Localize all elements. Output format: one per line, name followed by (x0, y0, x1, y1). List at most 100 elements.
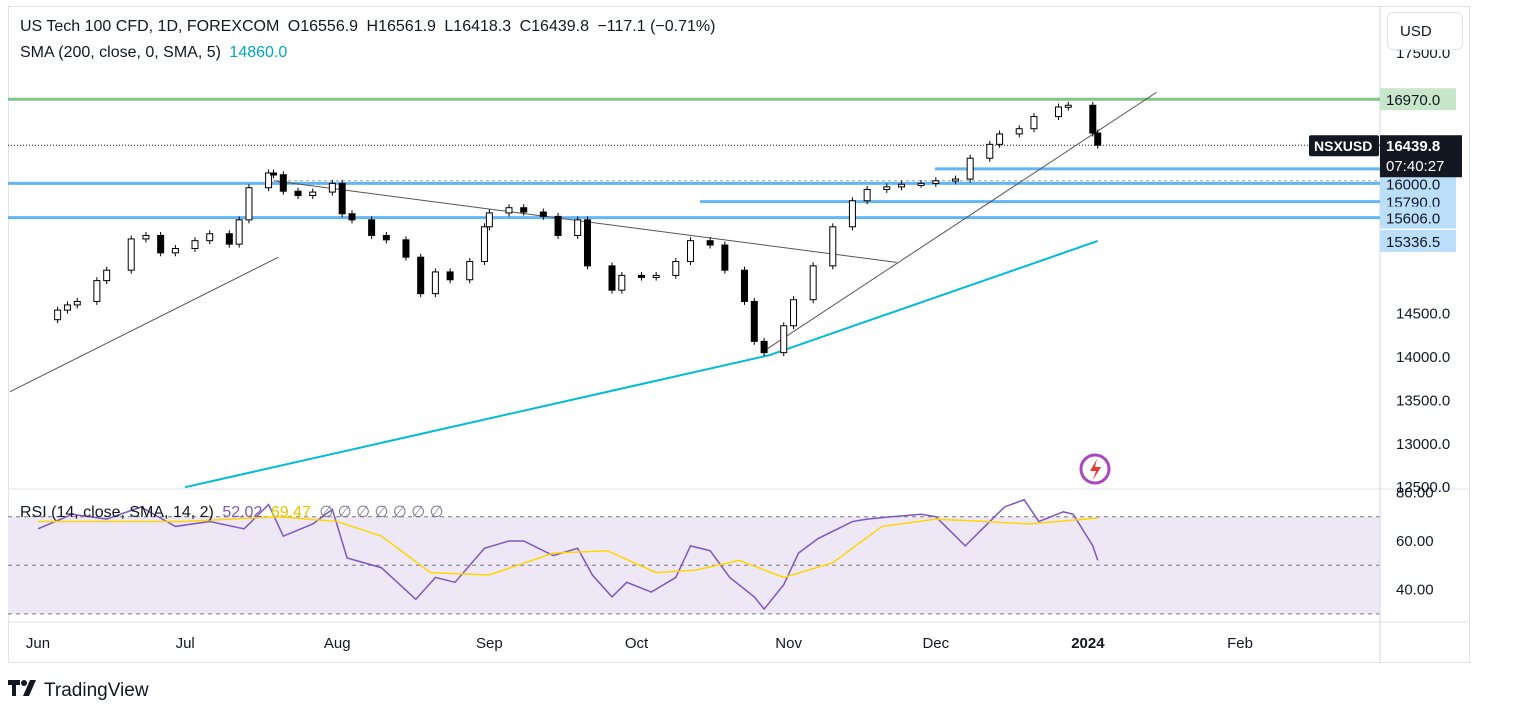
time-axis-tick-Aug: Aug (324, 635, 351, 652)
symbol-title[interactable]: US Tech 100 CFD, 1D, FOREXCOM (20, 18, 280, 35)
candle[interactable] (917, 182, 925, 186)
candle[interactable] (269, 172, 277, 176)
brand-label: TradingView (44, 680, 149, 701)
currency-button[interactable]: USD (1387, 12, 1463, 50)
currency-label: USD (1400, 22, 1432, 40)
candle[interactable] (171, 248, 179, 254)
candle[interactable] (235, 219, 243, 245)
candle[interactable] (672, 261, 680, 276)
trendline-support-2[interactable] (763, 91, 1157, 352)
candle[interactable] (382, 234, 390, 241)
rsi-legend[interactable]: RSI (14, close, SMA, 14, 2) 52.02 69.47 … (20, 502, 448, 522)
rsi-legend-empties: ∅ ∅ ∅ ∅ ∅ ∅ ∅ (319, 504, 444, 521)
candle[interactable] (446, 271, 454, 281)
candle[interactable] (466, 261, 474, 281)
rsi-band (8, 516, 1380, 614)
candle[interactable] (225, 233, 233, 245)
rsi-line[interactable] (37, 498, 1099, 611)
candle[interactable] (520, 207, 528, 213)
sma-200-line[interactable] (184, 240, 1099, 489)
candle[interactable] (932, 180, 940, 184)
candle[interactable] (417, 256, 425, 295)
candle[interactable] (760, 340, 768, 354)
last-price-value: 16439.8 (1386, 138, 1440, 155)
symbol-badge-bg (1309, 135, 1379, 157)
level-label-bg (1380, 88, 1456, 111)
candle[interactable] (750, 300, 758, 342)
candle[interactable] (63, 304, 71, 311)
candle[interactable] (265, 172, 273, 189)
candle[interactable] (245, 187, 253, 221)
candle[interactable] (1089, 104, 1097, 134)
tradingview-branding[interactable]: TradingView (8, 680, 149, 702)
candle[interactable] (883, 186, 891, 190)
candle[interactable] (1054, 106, 1062, 118)
candle[interactable] (951, 178, 959, 182)
candle[interactable] (1015, 128, 1023, 135)
candle[interactable] (637, 274, 645, 278)
candle[interactable] (848, 200, 856, 228)
candle[interactable] (279, 174, 287, 192)
candle[interactable] (338, 182, 346, 215)
candle[interactable] (505, 207, 513, 214)
candle[interactable] (431, 271, 439, 295)
candle[interactable] (294, 190, 302, 197)
low-value: 16418.3 (453, 18, 512, 35)
rsi-ma-legend-value: 69.47 (270, 504, 311, 521)
candle[interactable] (966, 157, 974, 180)
candle[interactable] (328, 182, 336, 193)
candle[interactable] (73, 300, 81, 306)
candle[interactable] (191, 240, 199, 250)
candle[interactable] (309, 191, 317, 197)
candle[interactable] (706, 240, 714, 246)
rsi-ma-line[interactable] (38, 515, 1098, 579)
candle[interactable] (127, 238, 135, 271)
price-axis-tick: 12500.0 (1396, 479, 1450, 496)
time-axis-tick-Dec: Dec (922, 635, 949, 652)
candle[interactable] (986, 143, 994, 159)
candle[interactable] (618, 274, 626, 291)
candle[interactable] (1030, 116, 1038, 130)
candle[interactable] (539, 211, 547, 217)
price-axis-tick: 13500.0 (1396, 392, 1450, 409)
candle[interactable] (206, 233, 214, 242)
candle[interactable] (402, 239, 410, 258)
candle[interactable] (1064, 104, 1072, 108)
candle[interactable] (157, 234, 165, 254)
lightning-icon[interactable] (1079, 453, 1111, 485)
candle[interactable] (829, 226, 837, 267)
candle[interactable] (721, 244, 729, 271)
candle[interactable] (485, 212, 493, 228)
candle[interactable] (809, 265, 817, 301)
rsi-legend-value: 52.02 (222, 504, 263, 521)
candle[interactable] (348, 213, 356, 221)
candle[interactable] (780, 325, 788, 354)
candle[interactable] (583, 219, 591, 267)
candle[interactable] (790, 299, 798, 327)
candle[interactable] (574, 219, 582, 236)
candle[interactable] (652, 274, 660, 278)
candle[interactable] (897, 183, 905, 188)
candle[interactable] (93, 280, 101, 302)
candle[interactable] (142, 234, 150, 240)
candle[interactable] (863, 188, 871, 202)
sma-legend[interactable]: SMA (200, close, 0, SMA, 5) 14860.0 (20, 44, 291, 62)
candle[interactable] (103, 269, 111, 282)
candle[interactable] (554, 215, 562, 236)
symbol-badge: NSXUSD (1314, 138, 1372, 154)
trendline-support-1[interactable] (9, 256, 279, 393)
candle[interactable] (740, 269, 748, 302)
candle[interactable] (1094, 132, 1102, 146)
time-axis-tick-Oct: Oct (625, 635, 649, 652)
candle[interactable] (54, 309, 62, 321)
rsi-axis-tick: 80.00 (1396, 484, 1434, 501)
last-price-badge-bg (1380, 135, 1462, 178)
candle[interactable] (480, 226, 488, 263)
candle[interactable] (687, 240, 695, 263)
candle[interactable] (996, 133, 1004, 145)
level-label-bg (1380, 229, 1456, 252)
time-axis-tick-Jul: Jul (176, 635, 195, 652)
candle[interactable] (608, 265, 616, 291)
candle[interactable] (368, 219, 376, 236)
